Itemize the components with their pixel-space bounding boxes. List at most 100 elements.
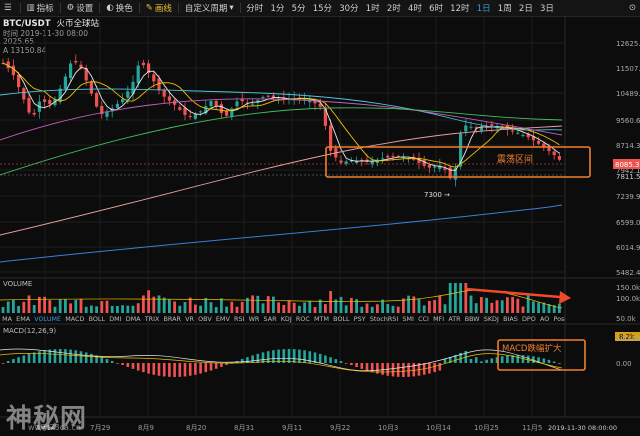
date-tick-label: 10月25 <box>474 424 499 432</box>
volume-bar <box>511 296 514 313</box>
candle-body <box>22 88 26 100</box>
indicator-tab-21[interactable]: SMI <box>402 315 414 323</box>
indicator-tab-7[interactable]: TRIX <box>144 315 160 323</box>
indicator-tab-10[interactable]: OBV <box>198 315 212 323</box>
volume-bar <box>433 300 436 313</box>
interval-11[interactable]: 1周 <box>497 4 512 14</box>
volume-bar <box>391 305 395 313</box>
indicator-tab-11[interactable]: EMV <box>215 315 230 323</box>
indicator-tab-26[interactable]: SKDJ <box>483 315 499 323</box>
indicator-tab-19[interactable]: PSY <box>353 315 366 323</box>
indicator-tab-5[interactable]: DMI <box>109 315 122 323</box>
indicator-tab-16[interactable]: ROC <box>295 315 310 323</box>
price-tick-label: 6599.04 <box>616 219 640 227</box>
settings-button[interactable]: ⚙ 设置 <box>63 0 98 16</box>
volume-bar <box>469 295 473 313</box>
macd-bar <box>454 354 457 363</box>
indicator-tab-24[interactable]: ATR <box>448 315 461 323</box>
volume-bar <box>136 303 140 313</box>
volume-bar <box>22 301 26 313</box>
indicator-tab-20[interactable]: StochRSI <box>369 315 399 323</box>
macd-bar <box>214 363 218 369</box>
volume-bar <box>407 295 410 313</box>
low-price-label: 7300 → <box>424 191 450 199</box>
macd-bar <box>287 349 291 363</box>
indicator-tab-12[interactable]: RSI <box>234 315 245 323</box>
interval-5[interactable]: 1时 <box>365 4 380 14</box>
indicator-tab-6[interactable]: DMA <box>125 315 141 323</box>
candle-body <box>209 101 213 107</box>
macd-bar <box>157 363 161 376</box>
volume-bar <box>162 297 166 313</box>
more-icon[interactable]: ⊙ <box>628 3 636 13</box>
interval-0[interactable]: 分时 <box>246 4 264 14</box>
volume-bar <box>116 306 119 313</box>
macd-bar <box>407 363 410 377</box>
candle-body <box>69 63 73 79</box>
change-color-button[interactable]: ◐ 换色 <box>102 0 136 16</box>
candle-body <box>157 78 161 90</box>
candle-body <box>391 156 395 158</box>
indicator-tab-27[interactable]: BIAS <box>503 315 518 323</box>
indicator-tab-2[interactable]: VOLUME <box>34 315 62 323</box>
interval-9[interactable]: 12时 <box>450 4 470 14</box>
menu-button[interactable]: ☰ <box>0 0 18 16</box>
candle-body <box>225 110 229 116</box>
interval-4[interactable]: 30分 <box>339 4 359 14</box>
indicator-tab-4[interactable]: BOLL <box>88 315 106 323</box>
interval-1[interactable]: 1分 <box>270 4 285 14</box>
price-tick-label: 8714.37 <box>616 142 640 150</box>
indicator-tab-17[interactable]: MTM <box>314 315 329 323</box>
interval-10[interactable]: 1日 <box>476 4 491 14</box>
interval-2[interactable]: 5分 <box>291 4 306 14</box>
volume-bar <box>485 297 488 313</box>
candle-body <box>58 88 62 102</box>
volume-bar <box>204 297 208 313</box>
indicator-tab-29[interactable]: AO <box>539 315 550 323</box>
interval-7[interactable]: 4时 <box>407 4 422 14</box>
volume-bar <box>251 295 254 313</box>
indicator-tab-23[interactable]: MFI <box>433 315 445 323</box>
indicator-tab-14[interactable]: SAR <box>263 315 277 323</box>
indicators-button[interactable]: ▥ 指标 <box>23 0 58 16</box>
draw-line-button[interactable]: ✎ 画线 <box>142 0 176 16</box>
volume-bar <box>448 283 452 313</box>
indicator-tab-1[interactable]: EMA <box>16 315 31 323</box>
macd-bar <box>48 349 52 363</box>
macd-bar <box>1 363 5 364</box>
indicator-tab-0[interactable]: MA <box>2 315 12 323</box>
candle-body <box>121 99 125 103</box>
volume-bar <box>100 301 104 313</box>
custom-period-select[interactable]: 自定义周期 ▾ <box>181 0 238 16</box>
macd-bar <box>412 363 416 377</box>
volume-tick-label: 50.0k <box>616 315 637 323</box>
indicator-tab-22[interactable]: CCI <box>418 315 429 323</box>
interval-3[interactable]: 15分 <box>312 4 333 14</box>
volume-bar <box>240 301 244 313</box>
indicator-tab-18[interactable]: BOLL <box>333 315 350 323</box>
volume-bar <box>532 301 535 313</box>
indicator-tab-3[interactable]: MACD <box>65 315 85 323</box>
volume-bar <box>79 298 83 313</box>
interval-6[interactable]: 2时 <box>386 4 401 14</box>
volume-bar <box>121 305 124 313</box>
macd-bar <box>6 361 10 363</box>
volume-tick-label: 150.0k <box>616 284 640 292</box>
volume-bar <box>516 298 520 313</box>
indicator-tab-25[interactable]: BBW <box>464 315 480 323</box>
interval-13[interactable]: 3日 <box>540 4 554 14</box>
symbol-pair: BTC/USDT <box>3 19 51 29</box>
indicator-tab-13[interactable]: WR <box>248 315 260 323</box>
custom-period-select-label: 自定义周期 <box>184 4 228 14</box>
macd-bar <box>443 358 447 363</box>
indicator-tab-28[interactable]: DPO <box>521 315 536 323</box>
volume-bar <box>438 295 442 313</box>
macd-bar <box>251 355 254 363</box>
indicator-tab-30[interactable]: Position <box>553 315 565 323</box>
interval-12[interactable]: 2日 <box>518 4 533 14</box>
interval-8[interactable]: 6时 <box>429 4 443 14</box>
indicator-tab-9[interactable]: VR <box>185 315 194 323</box>
indicator-tab-8[interactable]: BRAR <box>163 315 181 323</box>
indicator-tab-15[interactable]: KDJ <box>280 315 292 323</box>
